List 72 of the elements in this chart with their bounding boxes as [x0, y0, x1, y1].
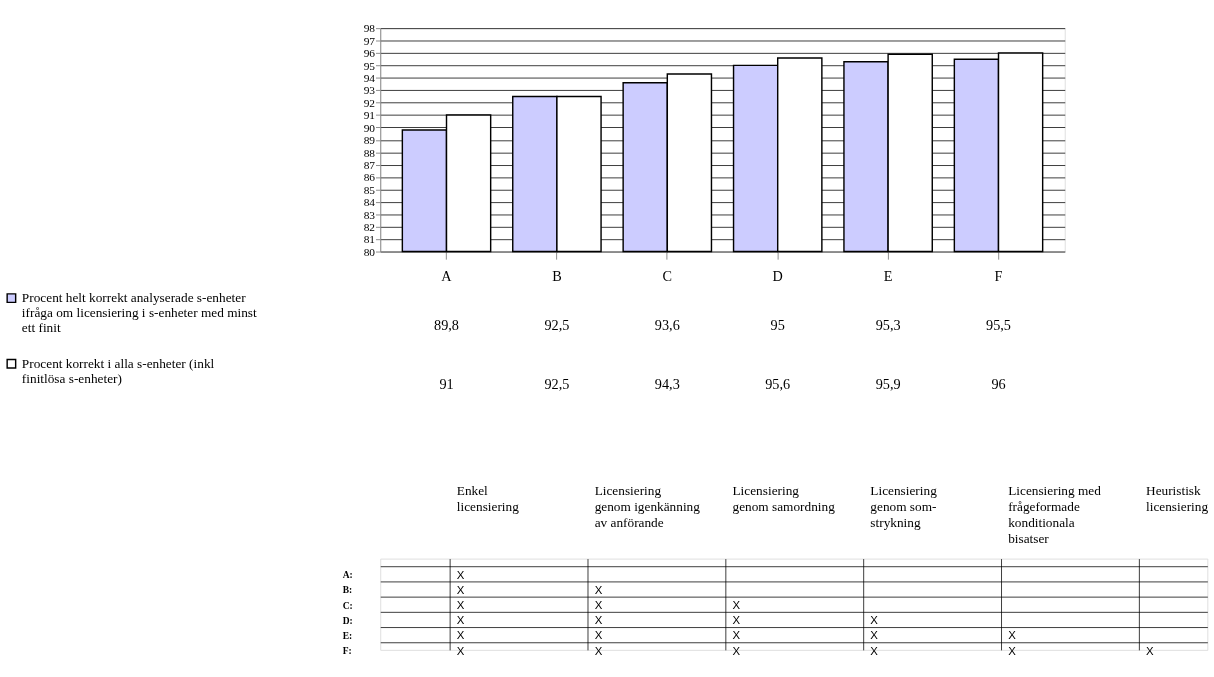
y-tick-label: 84: [363, 196, 376, 209]
data-label: 95,5: [986, 317, 1011, 334]
y-tick-label: 81: [363, 233, 376, 246]
text: X: [456, 568, 465, 581]
x-tick-label: E: [883, 267, 893, 284]
data-label: 91: [439, 376, 454, 393]
category-label: Licensiering med frågeformade konditionala bisatser: [1008, 482, 1102, 547]
text: X: [1008, 644, 1016, 657]
y-tick-label: 98: [363, 22, 376, 35]
text: X: [456, 583, 465, 596]
data-label: 93,6: [654, 317, 680, 334]
text: X: [732, 644, 741, 657]
text: X: [456, 629, 465, 642]
category-label: Heuristisk licensiering: [1146, 482, 1209, 515]
x-tick-label: D: [772, 267, 783, 284]
text: X: [594, 644, 603, 657]
category-label: Licensiering genom samordning: [732, 482, 836, 515]
text: X: [732, 599, 741, 612]
data-label: 92,5: [544, 376, 570, 393]
y-tick-label: 91: [363, 109, 376, 122]
text: X: [456, 614, 465, 627]
data-label: 94,3: [654, 376, 680, 393]
category-label: Enkel licensiering: [456, 482, 520, 515]
y-tick-label: 80: [363, 245, 376, 258]
data-label: 95,3: [875, 317, 901, 334]
y-tick-label: 83: [363, 208, 376, 221]
text: X: [594, 629, 603, 642]
y-tick-label: 97: [363, 34, 376, 47]
y-tick-label: 89: [363, 134, 376, 147]
y-tick-label: 85: [363, 183, 376, 196]
y-tick-label: 96: [363, 47, 376, 60]
text: X: [732, 614, 741, 627]
data-label: 96: [991, 376, 1006, 393]
category-label: Licensiering genom igenkänning av anförande: [594, 482, 701, 531]
text: X: [456, 599, 465, 612]
y-tick-label: 82: [363, 221, 376, 234]
data-label: 95,6: [765, 376, 791, 393]
text: X: [594, 599, 603, 612]
category-label: Licensiering genom som-strykning: [870, 482, 938, 531]
y-tick-label: 86: [363, 171, 376, 184]
legend-label: Procent helt korrekt analyserade s-enheter ifråga om licensiering i s-enheter med minst ett finit: [21, 289, 258, 336]
x-tick-label: C: [662, 267, 673, 284]
x-tick-label: F: [994, 267, 1003, 284]
y-tick-label: 87: [363, 158, 376, 171]
category-label: F:: [342, 646, 352, 657]
legend-label: Procent korrekt i alla s-enheter (inkl finitlösa s-enheter): [21, 355, 215, 386]
text: X: [456, 644, 465, 657]
y-tick-label: 88: [363, 146, 376, 159]
y-tick-label: 90: [363, 121, 376, 134]
category-label: C:: [342, 600, 353, 611]
y-tick-label: 94: [363, 72, 376, 85]
x-tick-label: B: [552, 267, 562, 284]
data-label: 95: [770, 317, 785, 334]
y-tick-label: 95: [363, 59, 376, 72]
category-label: E:: [342, 630, 353, 641]
text: X: [1008, 629, 1016, 642]
text: X: [1146, 644, 1154, 657]
x-tick-label: A: [441, 267, 453, 284]
text: X: [594, 614, 603, 627]
text: X: [732, 629, 741, 642]
data-label: 95,9: [875, 376, 901, 393]
data-label: 92,5: [544, 317, 570, 334]
category-label: A:: [342, 570, 353, 581]
category-label: B:: [342, 585, 353, 596]
text: X: [594, 583, 603, 596]
data-label: 89,8: [434, 317, 459, 334]
text: X: [870, 644, 878, 657]
y-tick-label: 92: [363, 96, 376, 109]
text: X: [870, 614, 878, 627]
y-tick-label: 93: [363, 84, 376, 97]
text: X: [870, 629, 878, 642]
category-label: D:: [342, 615, 353, 626]
